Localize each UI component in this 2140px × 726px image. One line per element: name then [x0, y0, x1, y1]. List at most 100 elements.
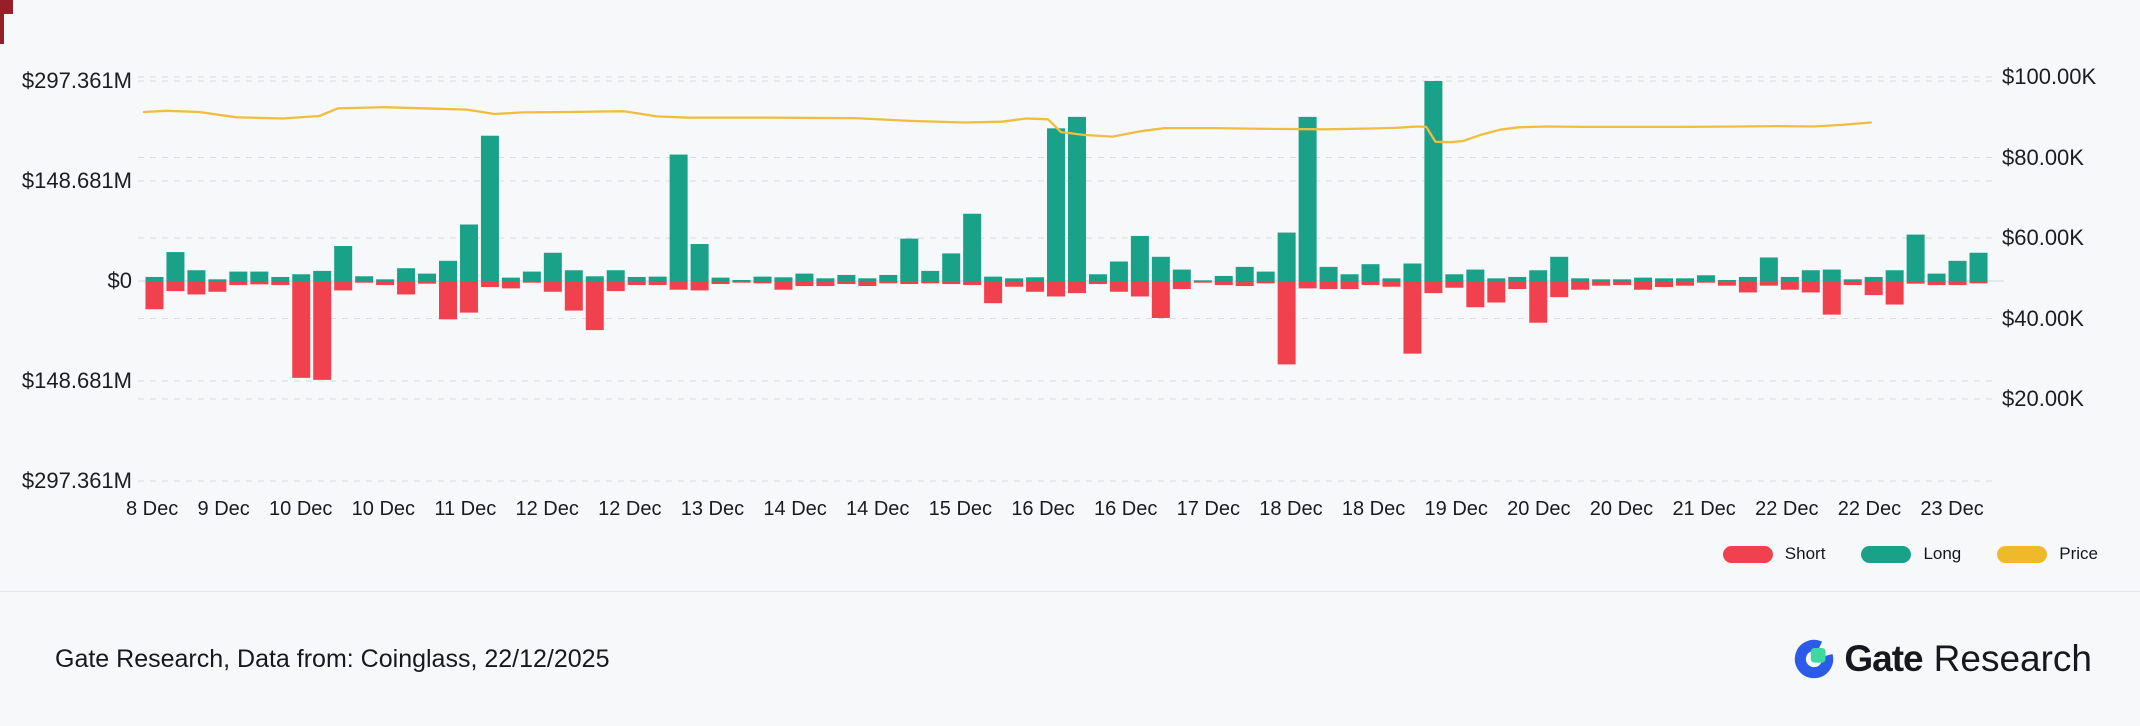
bar-short [1843, 281, 1862, 286]
bar-long [1487, 278, 1506, 281]
bar-long [669, 154, 688, 281]
y-axis-label-right: $100.00K [2002, 64, 2097, 89]
bar-short [1319, 281, 1338, 290]
bar-short [397, 281, 416, 295]
bar-short [1256, 281, 1275, 284]
x-axis-label: 18 Dec [1341, 498, 1406, 520]
bar-long [355, 276, 374, 281]
x-axis-label: 16 Dec [1093, 498, 1158, 520]
gate-logo-ring [1795, 639, 1834, 679]
bar-long [1927, 273, 1946, 281]
x-axis-label: 18 Dec [1259, 498, 1323, 520]
bar-short [627, 281, 646, 286]
x-axis-label: 20 Dec [1507, 498, 1571, 520]
bar-short [963, 281, 982, 286]
bar-long [1571, 278, 1590, 281]
bar-short [1382, 281, 1401, 287]
bar-long [501, 277, 520, 281]
bar-short [459, 281, 478, 313]
x-axis-label: 20 Dec [1589, 498, 1654, 520]
bar-short [522, 281, 541, 283]
gate-research-logo: Gate Research [1793, 638, 2092, 680]
footer-divider [0, 591, 2140, 592]
bar-short [334, 281, 353, 291]
bar-short [501, 281, 520, 289]
bar-long [1214, 275, 1233, 281]
bar-short [1780, 281, 1799, 290]
x-axis-label: 22 Dec [1837, 498, 1902, 520]
bar-short [1130, 281, 1149, 297]
y-axis-label-left: $148.681M [21, 167, 132, 193]
bar-short [669, 281, 688, 290]
bar-long [1193, 280, 1212, 281]
y-axis-label-left: $297.361M [21, 468, 132, 493]
bar-short [1738, 281, 1757, 293]
bar-long [1613, 279, 1632, 281]
price-line [142, 106, 1873, 144]
bar-short [1969, 281, 1988, 284]
bar-short [1675, 281, 1694, 286]
x-axis-label: 17 Dec [1176, 498, 1240, 520]
bar-short [145, 281, 164, 310]
bar-long [1906, 234, 1925, 281]
x-axis-label: 23 Dec [1920, 498, 1984, 520]
right-axis-labels: $100.00K $80.00K $60.00K $40.00K $20.00K [2002, 0, 2132, 560]
bar-long [879, 274, 898, 281]
bar-long [1738, 276, 1757, 281]
bar-short [1193, 281, 1212, 283]
bar-long [984, 276, 1003, 281]
bar-long [1088, 274, 1107, 281]
legend-swatch [1997, 545, 2048, 563]
x-axis-label: 13 Dec [680, 498, 745, 520]
bar-long [942, 253, 961, 281]
x-axis-label: 15 Dec [928, 498, 993, 520]
bar-long [1403, 263, 1422, 281]
bar-short [1005, 281, 1024, 287]
bar-short [1172, 281, 1191, 290]
bar-short [543, 281, 562, 292]
y-axis-label-left: $297.361M [21, 67, 132, 93]
x-axis-label: 14 Dec [846, 498, 910, 520]
bar-long [1277, 232, 1296, 281]
bar-long [858, 278, 877, 281]
x-axis-label: 14 Dec [763, 498, 827, 520]
x-axis-label: 11 Dec [434, 498, 497, 520]
x-axis-label: 9 Dec [197, 498, 250, 520]
bar-short [1571, 281, 1590, 290]
bar-long [1634, 277, 1653, 281]
bar-short [1487, 281, 1506, 303]
bar-short [753, 281, 772, 284]
bar-short [1948, 281, 1967, 286]
bar-short [1235, 281, 1254, 287]
bar-long [1235, 266, 1254, 281]
bar-long [921, 270, 940, 281]
bar-long [229, 271, 248, 281]
x-axis-label: 16 Dec [1011, 498, 1075, 520]
bar-short [1403, 281, 1422, 354]
source-attribution: Gate Research, Data from: Coinglass, 22/… [55, 644, 610, 673]
bar-long [397, 268, 416, 281]
bar-long [166, 252, 185, 281]
bar-short [1109, 281, 1128, 292]
bar-short [1822, 281, 1841, 315]
bar-long [816, 278, 835, 281]
bar-short [1759, 281, 1778, 286]
bar-short [271, 281, 290, 286]
bar-long [145, 276, 164, 281]
bar-long [1340, 274, 1359, 281]
screen-corner-artifact [0, 0, 4, 44]
bar-short [1885, 281, 1904, 305]
bar-long [1508, 276, 1527, 281]
bar-long [690, 244, 709, 281]
bar-short [1151, 281, 1170, 318]
bar-long [376, 279, 395, 281]
x-axis-label: 21 Dec [1672, 498, 1736, 520]
bar-long [1172, 269, 1191, 281]
bar-long [1067, 116, 1086, 281]
bar-long [732, 279, 751, 281]
legend-swatch [1722, 545, 1773, 563]
bar-long [1298, 116, 1317, 281]
bar-long [1780, 276, 1799, 281]
x-axis-label: 8 Dec [126, 498, 179, 520]
